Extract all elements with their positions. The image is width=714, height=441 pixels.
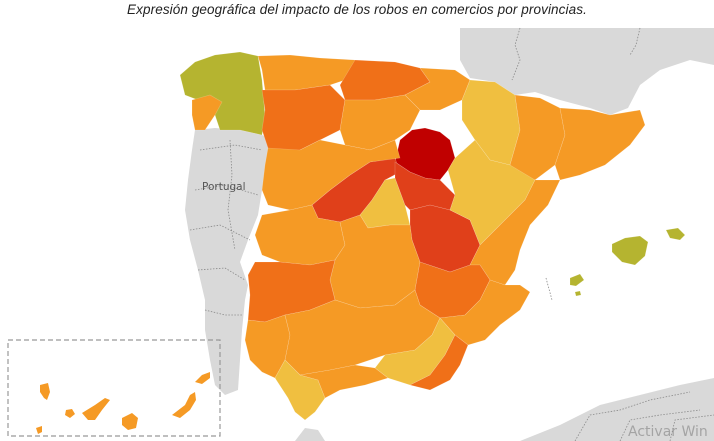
region-la-palma — [40, 383, 50, 400]
region-malaga — [299, 364, 389, 399]
morocco-region — [520, 378, 714, 441]
region-el-hierro — [36, 426, 42, 434]
os-activation-watermark: Activar Win — [628, 424, 708, 440]
canarias-inset-frame — [7, 339, 221, 437]
region-pontevedra — [191, 94, 223, 131]
portugal-region — [185, 128, 275, 395]
region-lanzarote — [195, 372, 210, 384]
region-galicia — [179, 51, 266, 136]
region-tenerife — [82, 398, 110, 420]
region-burgos — [339, 94, 421, 151]
region-toledo — [329, 214, 421, 309]
portugal-label: Portugal — [202, 181, 246, 193]
region-fuerteventura — [172, 392, 196, 418]
region-la-gomera — [65, 409, 75, 418]
region-catalonia — [554, 107, 646, 181]
region-gran-canaria — [122, 413, 138, 430]
region-lleida — [509, 94, 566, 181]
region-mallorca — [611, 235, 649, 266]
region-formentera — [574, 290, 582, 297]
region-castilla-west — [261, 139, 401, 211]
region-murcia — [439, 279, 531, 346]
region-menorca — [665, 227, 686, 241]
region-pais-vasco — [404, 67, 471, 111]
region-almeria — [409, 334, 469, 391]
region-ibiza — [569, 273, 585, 287]
france-region — [460, 28, 714, 115]
region-cadiz — [274, 359, 326, 421]
map-title: Expresión geográfica del impacto de los … — [127, 2, 587, 17]
